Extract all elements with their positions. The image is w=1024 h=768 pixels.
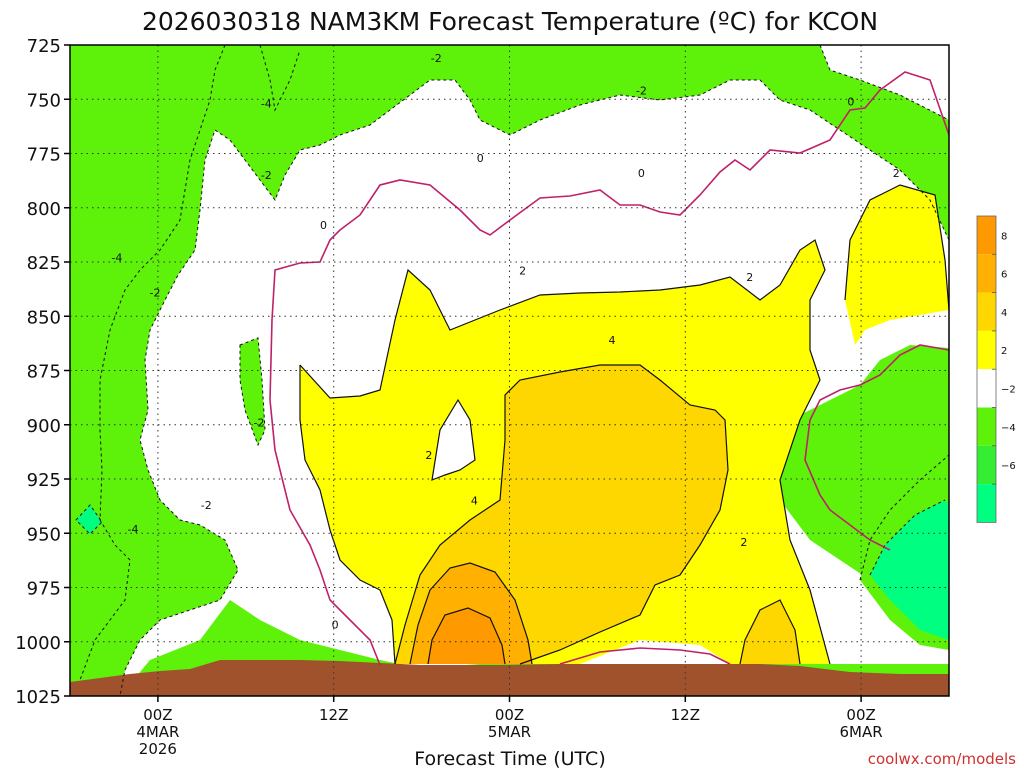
colorbar-label: −6 [1001,461,1016,472]
colorbar-label: 8 [1001,231,1007,242]
y-tick-label: 800 [27,199,61,220]
contour-zero-bottom [559,647,731,665]
colorbar-segment [977,369,996,408]
contour-minus4-aqua [869,499,946,576]
band-aqua-blob-2 [870,500,949,640]
contour-plus2-right [844,184,949,311]
y-axis: 725 750 775 800 825 850 875 900 925 950 975 1000 102… [15,36,70,708]
contour-plus2-hole [431,398,476,481]
x-tick-label: 5MAR [488,723,531,741]
colorbar-label: 2 [1001,346,1007,357]
contour-minus4-left [79,45,226,681]
band-aqua-blob-1 [76,505,102,534]
contour-label: -2 [261,169,272,182]
y-tick-label: 925 [27,470,61,491]
x-tick-label: 2026 [139,740,177,758]
colorbar-segment [977,407,996,446]
x-tick-label: 6MAR [840,723,883,741]
x-tick-label: 12Z [671,706,700,724]
x-tick-label: 12Z [319,706,348,724]
y-tick-label: 1025 [15,687,61,708]
colorbar-segment [977,292,996,331]
contour-label: 2 [893,167,900,180]
contour-minus2-blob [239,337,266,447]
contour-minus2-right [859,454,949,581]
contour-label: -4 [128,523,139,536]
contour-minus6-aqua [75,504,103,535]
contour-minus4-upper [259,45,301,112]
x-tick-label: 4MAR [136,723,179,741]
contour-label: 0 [638,167,645,180]
contour-plus2-left-edge [299,365,396,665]
contour-label: 4 [471,495,478,508]
contour-label: 0 [477,152,484,165]
contour-plus4-main [394,364,729,665]
contour-label: 0 [847,95,854,108]
y-tick-label: 950 [27,524,61,545]
band-white-notch [580,640,730,664]
credit-text: coolwx.com/models [868,750,1016,768]
colorbar-segment [977,484,996,523]
y-tick-label: 775 [27,145,61,166]
contour-zero-lower [269,399,381,666]
band-white-hole [432,400,475,480]
contour-plus6 [409,562,533,665]
band-green-dot-2 [925,408,942,440]
colorbar-segment [977,330,996,370]
x-tick-label: 00Z [495,706,524,724]
band-yellow-right-top [845,185,949,345]
band-white-top-right [820,45,949,120]
y-tick-label: 850 [27,307,61,328]
chart-title: 2026030318 NAM3KM Forecast Temperature (… [142,7,878,36]
contour-label: 4 [609,334,616,347]
colorbar-label: −2 [1001,385,1016,396]
contour-zero-right [804,344,949,551]
band-green-dot-1 [903,418,920,436]
contour-plus8 [427,607,506,665]
contour-label: -2 [149,286,160,299]
x-tick-label: 00Z [143,706,172,724]
contour-label: 2 [519,265,526,278]
colorbar-segment [977,216,996,255]
colorbar-label: 6 [1001,270,1007,281]
colorbar-label: 4 [1001,308,1007,319]
contour-label: -2 [431,52,442,65]
contour-label: -4 [261,98,272,111]
y-tick-label: 900 [27,416,61,437]
y-tick-label: 1000 [15,633,61,654]
y-tick-label: 825 [27,253,61,274]
band-green-blob-left [240,338,265,445]
contour-label: 2 [740,536,747,549]
contour-label: -4 [111,252,122,265]
contour-label: -2 [636,85,647,98]
contour-label: -2 [254,417,265,430]
contour-label: 0 [332,618,339,631]
colorbar-segment [977,445,996,485]
band-gold-small [740,600,800,664]
contour-lines [75,45,949,696]
y-tick-label: 875 [27,362,61,383]
contour-label: 0 [320,219,327,232]
x-tick-label: 00Z [846,706,875,724]
colorbar-segment [977,254,996,293]
colorbar-label: −4 [1001,423,1016,434]
contour-plus2-main [299,239,831,665]
band-orange-dark [428,608,505,664]
contour-minus2-white-edge [119,79,949,696]
contour-labels: -2 -2 -4 -2 0 0 0 2 0 -4 -2 2 2 4 -2 2 -2 4 -4 2 0 [111,52,900,631]
y-tick-label: 975 [27,579,61,600]
contour-zero-main [269,71,949,401]
colorbar: 8 6 4 2 −2 −4 −6 [976,215,1016,523]
contour-label: 2 [746,271,753,284]
y-tick-label: 725 [27,36,61,57]
x-axis-label: Forecast Time (UTC) [414,748,605,768]
contour-label: 2 [425,449,432,462]
contour-label: -2 [201,499,212,512]
y-tick-label: 750 [27,90,61,111]
contour-plus4-small [739,599,801,665]
